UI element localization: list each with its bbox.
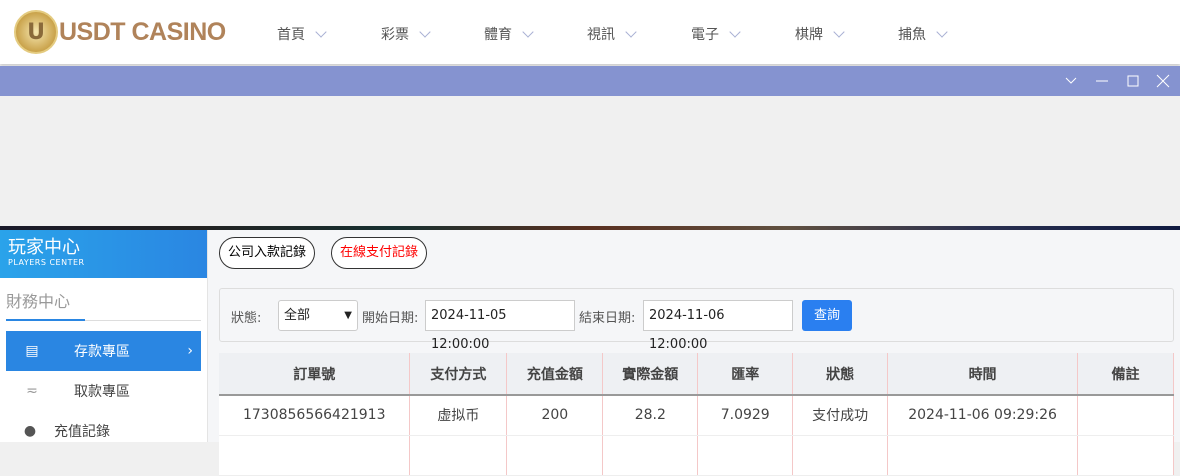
nav-lottery[interactable]: 彩票: [381, 24, 431, 44]
nav-cards[interactable]: 棋牌: [795, 24, 845, 44]
start-date-input[interactable]: 2024-11-05 12:00:00: [425, 300, 575, 352]
close-icon[interactable]: [1155, 73, 1171, 89]
nav-label: 視訊: [587, 27, 615, 43]
hand-cash-icon: ≂: [26, 383, 38, 399]
nav-label: 彩票: [381, 27, 409, 43]
col-header: 匯率: [697, 353, 794, 396]
records-table: 訂單號 支付方式 充值金額 實際金額 匯率 狀態 時間 備註 173085656…: [219, 353, 1174, 476]
nav-label: 體育: [484, 27, 512, 43]
sidebar-subtitle: PLAYERS CENTER: [8, 258, 85, 267]
filter-bar: 狀態: 全部 ▼ 開始日期: 2024-11-05 12:00:00 結束日期: …: [219, 288, 1174, 352]
logo-coin-icon: U: [14, 10, 58, 54]
sidebar-item-label: 存款專區: [74, 344, 130, 360]
status-select[interactable]: 全部 ▼: [278, 300, 358, 331]
sidebar-title: 玩家中心: [8, 237, 80, 258]
card-icon: ▤: [25, 343, 39, 359]
cell-payment-method: 虚拟币: [409, 395, 508, 436]
chevron-right-icon: ›: [187, 343, 193, 359]
nav-label: 電子: [691, 27, 719, 43]
nav-slots[interactable]: 電子: [691, 24, 741, 44]
minimize-icon[interactable]: [1094, 73, 1110, 89]
banner-strip: [0, 226, 1180, 230]
sidebar-item-deposit[interactable]: ▤ 存款專區 ›: [6, 331, 201, 371]
chevron-down-icon: [522, 25, 534, 38]
table-header-row: 訂單號 支付方式 充值金額 實際金額 匯率 狀態 時間 備註: [219, 353, 1174, 396]
players-center-header: 玩家中心 PLAYERS CENTER: [0, 230, 207, 278]
chevron-down-icon: [625, 25, 637, 38]
col-header: 備註: [1077, 353, 1174, 396]
nav-home[interactable]: 首頁: [277, 24, 327, 44]
chevron-down-icon: [833, 25, 845, 38]
money-bag-icon: ●: [23, 423, 37, 439]
chevron-down-icon[interactable]: [1063, 73, 1079, 89]
table-row: [219, 435, 1174, 476]
cell-actual-amount: 28.2: [602, 395, 699, 436]
nav-label: 捕魚: [898, 27, 926, 43]
cell-order-no: 1730856566421913: [219, 395, 411, 436]
end-date-label: 結束日期:: [579, 311, 636, 326]
chevron-down-icon: [729, 25, 741, 38]
chevron-down-icon: [315, 25, 327, 38]
cell-amount: 200: [506, 395, 604, 436]
top-header: U USDT CASINO 首頁 彩票 體育 視訊 電子 棋牌 捕魚: [0, 0, 1180, 64]
status-label: 狀態:: [231, 311, 262, 326]
players-center: 玩家中心 PLAYERS CENTER 財務中心 ▤ 存款專區 › ≂ 取款專區…: [0, 230, 1180, 476]
col-header: 訂單號: [219, 353, 411, 396]
col-header: 支付方式: [409, 353, 508, 396]
col-header: 實際金額: [602, 353, 699, 396]
sidebar-item-label: 取款專區: [74, 384, 130, 400]
cell-time: 2024-11-06 09:29:26: [887, 395, 1079, 436]
tab-company-deposit-records[interactable]: 公司入款記錄: [219, 237, 316, 269]
cell-note: [1077, 395, 1174, 436]
maximize-icon[interactable]: [1125, 73, 1141, 89]
cell-status: 支付成功: [792, 395, 889, 436]
chevron-down-icon: [936, 25, 948, 38]
nav-sports[interactable]: 體育: [484, 24, 534, 44]
chevron-down-icon: [419, 25, 431, 38]
cell-rate: 7.0929: [697, 395, 794, 436]
nav-label: 棋牌: [795, 27, 823, 43]
tab-online-payment-records[interactable]: 在線支付記錄: [331, 237, 428, 269]
window-titlebar: [0, 66, 1180, 96]
chevron-down-icon: ▼: [344, 310, 352, 321]
logo[interactable]: U USDT CASINO: [14, 10, 226, 54]
nav-live[interactable]: 視訊: [587, 24, 637, 44]
status-value: 全部: [284, 308, 311, 323]
col-header: 充值金額: [506, 353, 604, 396]
end-date-input[interactable]: 2024-11-06 12:00:00: [643, 300, 793, 352]
logo-text: USDT CASINO: [59, 17, 226, 46]
sidebar-item-recharge-records[interactable]: ● 充值記錄: [6, 411, 201, 451]
col-header: 時間: [887, 353, 1079, 396]
sidebar-item-label: 充值記錄: [54, 424, 110, 440]
nav-label: 首頁: [277, 27, 305, 43]
sidebar: 玩家中心 PLAYERS CENTER 財務中心 ▤ 存款專區 › ≂ 取款專區…: [0, 230, 208, 442]
table-row: 1730856566421913 虚拟币 200 28.2 7.0929 支付成…: [219, 395, 1174, 436]
nav-fishing[interactable]: 捕魚: [898, 24, 948, 44]
col-header: 狀態: [792, 353, 889, 396]
query-button[interactable]: 查詢: [802, 300, 852, 331]
section-title: 財務中心: [6, 288, 201, 321]
start-date-label: 開始日期:: [362, 311, 419, 326]
sidebar-item-withdraw[interactable]: ≂ 取款專區: [6, 371, 201, 411]
